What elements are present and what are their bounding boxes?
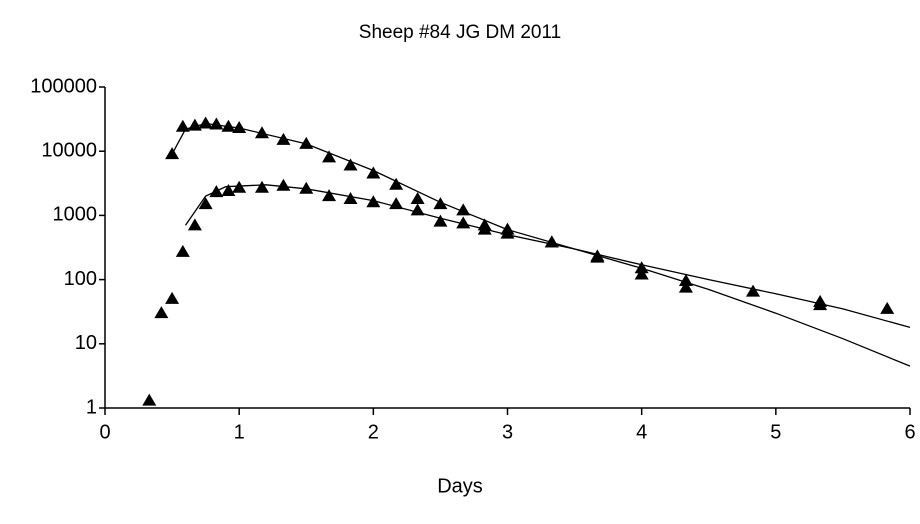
marker — [322, 189, 337, 202]
marker — [175, 119, 190, 132]
marker — [142, 393, 157, 406]
marker — [433, 197, 448, 210]
marker — [165, 291, 180, 304]
marker — [254, 126, 269, 139]
marker — [343, 158, 358, 171]
marker — [433, 214, 448, 227]
marker — [880, 301, 895, 314]
marker — [366, 195, 381, 208]
y-tick-label: 10 — [75, 332, 97, 354]
marker — [221, 183, 236, 196]
marker — [187, 218, 202, 231]
marker — [746, 284, 761, 297]
y-tick-label: 10000 — [41, 139, 97, 161]
marker — [322, 150, 337, 163]
marker — [154, 306, 169, 319]
y-tick-label: 1 — [86, 396, 97, 418]
marker — [198, 197, 213, 210]
x-tick-label: 0 — [99, 421, 110, 443]
x-tick-label: 6 — [904, 421, 915, 443]
marker — [456, 216, 471, 229]
x-tick-label: 5 — [770, 421, 781, 443]
fit-line — [184, 184, 911, 329]
marker — [366, 166, 381, 179]
y-tick-label: 1000 — [53, 204, 98, 226]
marker — [276, 178, 291, 191]
x-tick-label: 4 — [636, 421, 647, 443]
marker — [343, 192, 358, 205]
x-tick-label: 3 — [502, 421, 513, 443]
marker — [590, 250, 605, 263]
y-tick-label: 100000 — [30, 75, 97, 97]
x-axis-label: Days — [437, 475, 483, 497]
marker — [221, 119, 236, 132]
x-tick-label: 2 — [368, 421, 379, 443]
marker — [678, 280, 693, 293]
marker — [254, 180, 269, 193]
y-tick-label: 100 — [64, 268, 97, 290]
fit-line — [171, 122, 911, 367]
chart-title: Sheep #84 JG DM 2011 — [359, 22, 561, 43]
x-tick-label: 1 — [234, 421, 245, 443]
marker — [410, 192, 425, 205]
marker — [299, 181, 314, 194]
marker — [232, 120, 247, 133]
marker — [389, 177, 404, 190]
marker — [634, 267, 649, 280]
marker — [175, 244, 190, 257]
marker — [410, 203, 425, 216]
marker — [634, 261, 649, 274]
marker — [198, 116, 213, 129]
marker — [209, 117, 224, 130]
